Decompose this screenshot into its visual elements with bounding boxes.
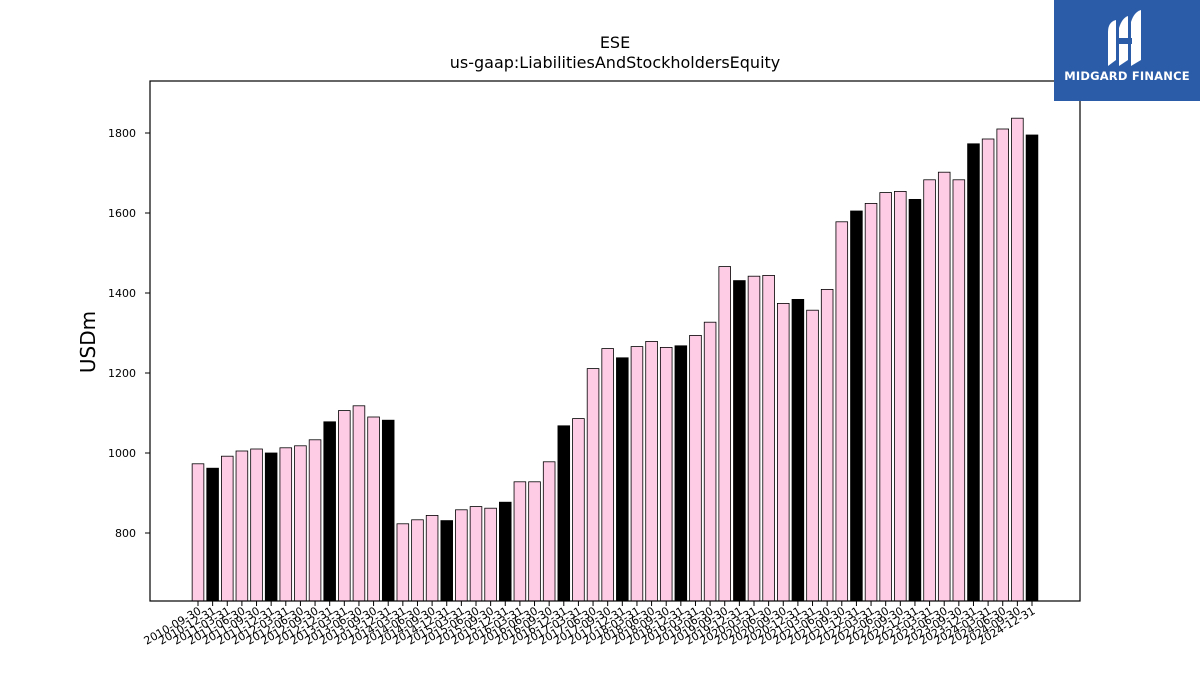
bar-2017-03-31: [572, 418, 585, 602]
bar-2011-12-31: [264, 452, 278, 602]
bar-2023-12-31: [967, 143, 980, 602]
bar-2013-06-30: [352, 405, 366, 602]
bar-2015-03-31: [455, 509, 468, 602]
bar-2014-12-31: [440, 520, 453, 602]
bars-group: [191, 117, 1039, 602]
bar-2017-12-31: [616, 357, 629, 602]
bar-2015-06-30: [469, 506, 483, 602]
bar-2014-09-30: [425, 515, 439, 602]
bar-2023-06-30: [937, 171, 951, 602]
bar-2012-09-30: [308, 439, 322, 602]
bar-2016-09-30: [542, 461, 556, 602]
bar-2020-09-30: [777, 302, 790, 602]
bar-2017-09-30: [601, 348, 614, 602]
bar-2022-06-30: [879, 192, 892, 602]
bar-2021-09-30: [835, 221, 849, 602]
bar-2013-12-31: [381, 419, 395, 602]
y-tick-label: 1200: [108, 367, 136, 380]
y-axis-ticks: 800 1000 1200 1400 1600 1800: [108, 127, 150, 540]
bar-2011-09-30: [250, 448, 263, 602]
chart-subtitle: us-gaap:LiabilitiesAndStockholdersEquity: [450, 53, 781, 72]
bar-2010-12-31: [206, 467, 219, 602]
bar-2023-03-31: [923, 179, 936, 602]
bar-2016-06-30: [528, 481, 541, 602]
y-tick-label: 1600: [108, 207, 136, 220]
logo-text: MIDGARD FINANCE: [1064, 69, 1190, 83]
logo-mark-icon: [1108, 10, 1141, 66]
bar-2024-03-31: [981, 138, 995, 602]
bar-2022-12-31: [908, 198, 922, 602]
bar-2022-03-31: [864, 202, 878, 602]
bar-2018-06-30: [645, 340, 658, 602]
bar-2017-06-30: [586, 368, 600, 602]
bar-2020-03-31: [747, 275, 761, 602]
bar-2023-09-30: [952, 179, 966, 602]
x-axis-ticks: 2010-09-302010-12-312011-03-312011-06-30…: [142, 601, 1038, 648]
bar-2024-06-30: [996, 128, 1009, 602]
bar-2019-09-30: [718, 266, 731, 602]
bar-2014-06-30: [411, 519, 424, 602]
bar-2018-09-30: [659, 346, 673, 602]
bar-2014-03-31: [396, 523, 410, 602]
bar-2015-12-31: [499, 501, 512, 602]
bar-2013-09-30: [367, 416, 380, 602]
bar-2019-12-31: [733, 280, 746, 602]
bar-2024-09-30: [1011, 117, 1024, 602]
bar-2021-06-30: [820, 288, 834, 602]
plot-frame: [149, 80, 1081, 602]
bar-2020-12-31: [791, 298, 805, 602]
bar-2015-09-30: [484, 507, 497, 602]
bar-2024-12-31: [1025, 134, 1039, 602]
bar-2021-12-31: [850, 210, 863, 602]
bar-2019-03-31: [689, 334, 702, 602]
bar-2021-03-31: [806, 309, 819, 602]
bar-2010-09-30: [191, 463, 205, 602]
bar-2011-06-30: [235, 450, 249, 602]
bar-2012-06-30: [294, 445, 307, 602]
y-tick-label: 800: [115, 527, 136, 540]
bar-2012-03-31: [279, 447, 293, 602]
y-tick-label: 1000: [108, 447, 136, 460]
bar-2020-06-30: [762, 274, 775, 602]
bar-2022-09-30: [894, 190, 907, 602]
chart-title: ESE: [600, 33, 630, 52]
midgard-finance-logo: MIDGARD FINANCE: [1054, 0, 1200, 101]
y-axis-label: USDm: [76, 311, 100, 373]
bar-2016-12-31: [557, 425, 571, 602]
bar-2018-12-31: [674, 345, 688, 602]
bar-2016-03-31: [513, 481, 527, 602]
bar-2018-03-31: [630, 346, 644, 602]
bar-2012-12-31: [323, 421, 336, 602]
bar-2013-03-31: [338, 410, 351, 602]
bar-2011-03-31: [221, 455, 234, 602]
bar-2019-06-30: [703, 321, 717, 602]
y-tick-label: 1400: [108, 287, 136, 300]
y-tick-label: 1800: [108, 127, 136, 140]
